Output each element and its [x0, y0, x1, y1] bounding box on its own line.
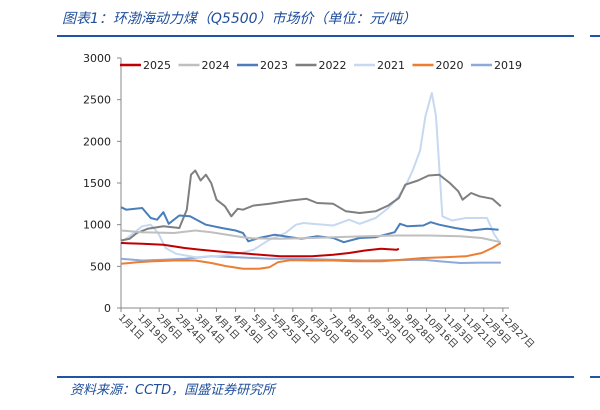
title-divider	[57, 35, 574, 37]
y-tick-label: 0	[104, 302, 111, 315]
series-lines	[120, 92, 502, 270]
legend-label-2022: 2022	[319, 59, 347, 72]
series-line-2023	[120, 206, 499, 244]
footer-divider	[57, 376, 574, 378]
footer-divider-end	[590, 376, 600, 378]
y-tick-label: 1000	[83, 219, 111, 232]
y-tick-label: 2500	[83, 94, 111, 107]
legend: 2025 2024 2023 2022 2021 2020 2019	[120, 59, 522, 72]
title-divider-end	[590, 35, 600, 37]
series-line-2020	[120, 242, 502, 270]
source-note: 资料来源：CCTD，国盛证券研究所	[70, 383, 276, 398]
line-chart: 0500100015002000250030001月1日1月19日2月6日2月2…	[83, 52, 536, 351]
series-line-2024	[120, 229, 502, 244]
legend-label-2023: 2023	[260, 59, 288, 72]
legend-label-2024: 2024	[202, 59, 230, 72]
y-tick-label: 500	[90, 260, 111, 273]
y-tick-label: 3000	[83, 52, 111, 65]
chart-title: 图表1：环渤海动力煤（Q5500）市场价（单位：元/吨）	[62, 11, 417, 27]
series-line-2021	[120, 92, 501, 259]
y-tick-label: 1500	[83, 177, 111, 190]
series-line-2025	[120, 242, 400, 258]
legend-label-2019: 2019	[494, 59, 522, 72]
series-line-2019	[120, 255, 501, 264]
legend-label-2025: 2025	[143, 59, 171, 72]
axes: 0500100015002000250030001月1日1月19日2月6日2月2…	[83, 52, 536, 351]
legend-label-2020: 2020	[436, 59, 464, 72]
y-tick-label: 2000	[83, 135, 111, 148]
legend-label-2021: 2021	[377, 59, 405, 72]
series-line-2022	[120, 169, 502, 242]
